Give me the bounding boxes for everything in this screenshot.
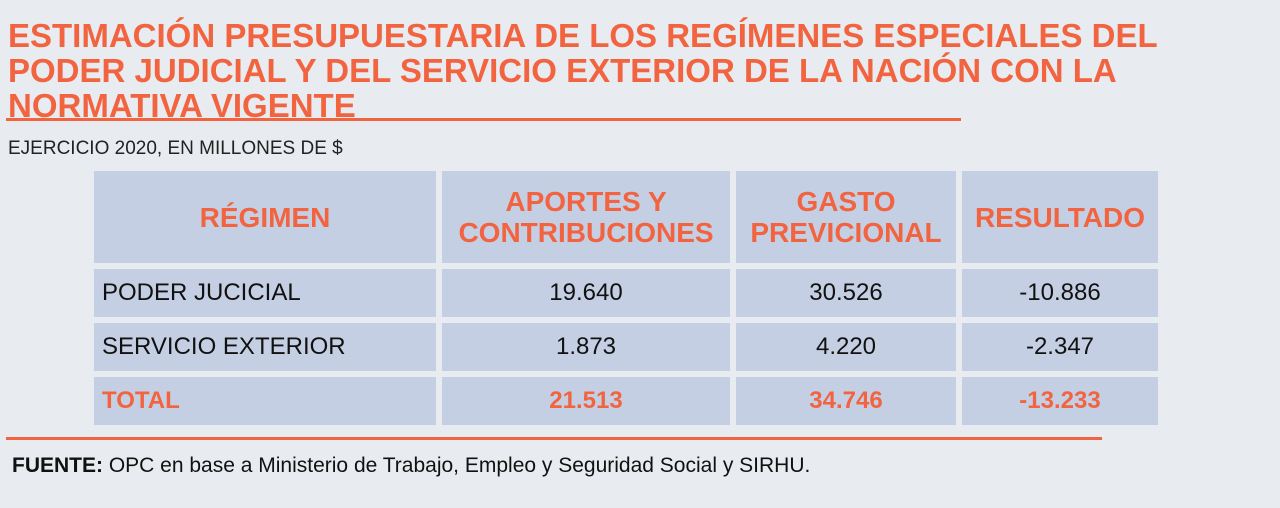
- table-row-total: TOTAL 21.513 34.746 -13.233: [94, 377, 1158, 425]
- title-divider: [6, 118, 961, 121]
- cell-aportes: 19.640: [442, 269, 730, 317]
- chart-title: ESTIMACIÓN PRESUPUESTARIA DE LOS REGÍMEN…: [8, 17, 1158, 124]
- row-label-servicio-exterior: SERVICIO EXTERIOR: [94, 323, 436, 371]
- column-header-aportes: APORTES Y CONTRIBUCIONES: [442, 171, 730, 263]
- cell-gasto-total: 34.746: [736, 377, 956, 425]
- cell-resultado: -2.347: [962, 323, 1158, 371]
- table-row: SERVICIO EXTERIOR 1.873 4.220 -2.347: [94, 323, 1158, 371]
- cell-resultado-total: -13.233: [962, 377, 1158, 425]
- source-note: FUENTE: OPC en base a Ministerio de Trab…: [12, 454, 810, 478]
- source-label: FUENTE:: [12, 454, 103, 477]
- table-header-row: RÉGIMEN APORTES Y CONTRIBUCIONES GASTO P…: [94, 171, 1158, 263]
- row-label-total: TOTAL: [94, 377, 436, 425]
- column-header-regimen: RÉGIMEN: [94, 171, 436, 263]
- table-row: PODER JUCICIAL 19.640 30.526 -10.886: [94, 269, 1158, 317]
- column-header-resultado: RESULTADO: [962, 171, 1158, 263]
- cell-resultado: -10.886: [962, 269, 1158, 317]
- source-text: OPC en base a Ministerio de Trabajo, Emp…: [103, 454, 811, 477]
- cell-aportes: 1.873: [442, 323, 730, 371]
- row-label-poder-judicial: PODER JUCICIAL: [94, 269, 436, 317]
- cell-gasto: 30.526: [736, 269, 956, 317]
- source-divider: [6, 437, 1102, 440]
- column-header-gasto: GASTO PREVICIONAL: [736, 171, 956, 263]
- cell-gasto: 4.220: [736, 323, 956, 371]
- data-table: RÉGIMEN APORTES Y CONTRIBUCIONES GASTO P…: [88, 165, 1164, 431]
- chart-subtitle: EJERCICIO 2020, EN MILLONES DE $: [8, 138, 343, 159]
- cell-aportes-total: 21.513: [442, 377, 730, 425]
